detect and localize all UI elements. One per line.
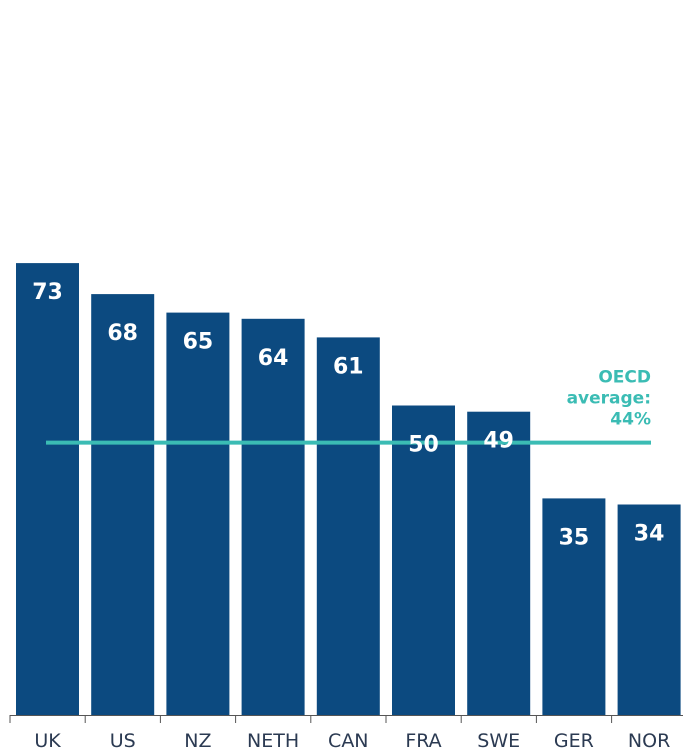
category-label: US	[110, 730, 136, 751]
bar-uk	[16, 263, 79, 715]
bar-nz	[166, 312, 230, 715]
reference-line-label-text: OECD	[598, 368, 651, 388]
bar-value-label: 65	[183, 330, 214, 355]
x-axis: UK US NZ NETH CAN FRA SWE GER NOR	[9, 715, 683, 752]
bar-value-label: 49	[483, 429, 514, 454]
category-label: FRA	[405, 730, 441, 751]
bar-value-label: 34	[634, 522, 665, 547]
bar-ger	[542, 498, 606, 716]
bar-nor	[617, 504, 681, 715]
category-label: CAN	[328, 730, 368, 751]
bar-swe	[467, 411, 531, 715]
category-label: UK	[34, 730, 61, 751]
category-label: NZ	[184, 730, 211, 751]
bar-value-label: 61	[333, 354, 364, 379]
bar-value-label: 73	[32, 280, 63, 305]
category-label: NOR	[628, 730, 670, 751]
bars-layer	[16, 263, 681, 716]
bar-value-labels: 73 68 65 64 61 50 49 35 34	[32, 280, 664, 550]
bar-fra	[392, 405, 455, 715]
reference-line-label-text: average:	[567, 389, 651, 409]
category-label: SWE	[477, 730, 520, 751]
bar-value-label: 64	[258, 346, 289, 371]
bar-can	[316, 337, 380, 715]
bar-neth	[241, 318, 305, 715]
category-label: GER	[554, 730, 594, 751]
bar-value-label: 68	[107, 321, 138, 346]
reference-line-label-text: 44%	[610, 410, 651, 430]
bar-us	[91, 294, 155, 715]
bar-value-label: 50	[408, 433, 439, 458]
category-label: NETH	[247, 730, 299, 751]
bar-value-label: 35	[559, 525, 590, 550]
